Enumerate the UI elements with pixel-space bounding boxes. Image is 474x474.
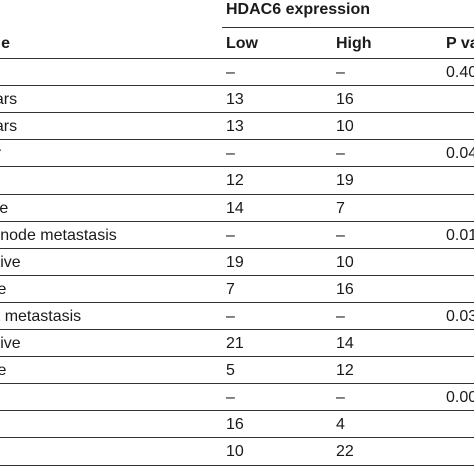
table-row: gative 21 14 <box>0 330 474 357</box>
row-rule <box>0 274 474 276</box>
row-rule <box>0 139 474 141</box>
group-header-row: HDAC6 expression <box>0 0 474 23</box>
cell-low: – <box>226 307 235 325</box>
column-header-row: able Low High P va <box>0 30 474 57</box>
table-row: ant metastasis – – 0.03 <box>0 303 474 330</box>
cell-low: – <box>226 145 235 163</box>
cell-high: 4 <box>336 416 345 434</box>
cell-low: 21 <box>226 335 244 352</box>
cell-low: 12 <box>226 172 244 190</box>
row-label: itive <box>0 280 7 298</box>
row-rule <box>0 193 474 195</box>
header-p-value: P va <box>446 35 474 52</box>
cell-high: – <box>336 226 345 244</box>
cell-high: 22 <box>336 443 354 461</box>
table-row: nale 14 7 <box>0 195 474 222</box>
table-row: gative 19 10 <box>0 249 474 276</box>
row-label: nale <box>0 199 9 217</box>
row-rule <box>0 220 474 222</box>
cell-high: 16 <box>336 91 354 109</box>
row-label: years <box>0 91 18 109</box>
column-header-rule <box>0 58 474 59</box>
cell-high: 10 <box>336 118 354 136</box>
cell-p-value: 0.01 <box>446 226 474 244</box>
cell-low: 13 <box>226 118 244 136</box>
table-row: ge––0.00 <box>0 384 474 411</box>
table-row: – – 0.40 <box>0 59 474 86</box>
cell-low: 16 <box>226 416 244 434</box>
header-high: High <box>336 35 372 52</box>
table-row: years 13 16 <box>0 86 474 113</box>
group-header-rule <box>222 27 474 28</box>
row-rule <box>0 166 474 168</box>
cell-p-value: 0.03 <box>446 307 474 325</box>
row-rule <box>0 247 474 249</box>
row-label: ant metastasis <box>0 307 82 325</box>
row-rule <box>0 329 474 330</box>
cell-high: 7 <box>336 199 345 217</box>
table-row: der – – 0.04 <box>0 140 474 167</box>
cell-high: 19 <box>336 172 354 190</box>
header-variable: able <box>0 35 11 52</box>
row-rule <box>0 301 474 303</box>
table-row: V1022 <box>0 438 474 465</box>
row-label: gative <box>0 253 21 271</box>
row-label: years <box>0 118 18 136</box>
row-rule <box>0 383 474 385</box>
cell-low: 10 <box>226 443 244 461</box>
cell-high: – <box>336 64 345 81</box>
row-label: der <box>0 140 1 167</box>
row-rule <box>0 356 474 358</box>
table-row: itive 5 12 <box>0 357 474 384</box>
row-label: ph node metastasis <box>0 226 117 244</box>
cell-low: 13 <box>226 91 244 109</box>
row-label: gative <box>0 335 21 352</box>
cell-high: 12 <box>336 362 354 380</box>
cell-high: 14 <box>336 335 354 352</box>
cell-p-value: 0.40 <box>446 64 474 81</box>
cell-low: – <box>226 226 235 244</box>
cell-high: – <box>336 307 345 325</box>
row-rule <box>0 112 474 114</box>
cell-high: – <box>336 389 345 407</box>
cell-low: – <box>226 389 235 407</box>
cell-high: 16 <box>336 280 354 298</box>
row-rule <box>0 464 474 466</box>
table-row: ph node metastasis – – 0.01 <box>0 222 474 249</box>
table-row: years 13 10 <box>0 113 474 140</box>
row-rule <box>0 85 474 87</box>
cell-high: 10 <box>336 253 354 271</box>
cell-high: – <box>336 145 345 163</box>
group-title: HDAC6 expression <box>226 1 371 18</box>
cell-p-value: 0.00 <box>446 389 474 407</box>
header-low: Low <box>226 35 258 52</box>
table-row: itive 7 16 <box>0 276 474 303</box>
cell-low: 19 <box>226 253 244 271</box>
cell-low: 5 <box>226 362 235 380</box>
table-row: e1219 <box>0 167 474 194</box>
cell-p-value: 0.04 <box>446 145 474 163</box>
row-label: itive <box>0 362 7 380</box>
cell-low: 14 <box>226 199 244 217</box>
row-rule <box>0 437 474 439</box>
row-rule <box>0 410 474 412</box>
cell-low: 7 <box>226 280 235 298</box>
table-row: 16 4 <box>0 411 474 438</box>
cell-low: – <box>226 64 235 81</box>
